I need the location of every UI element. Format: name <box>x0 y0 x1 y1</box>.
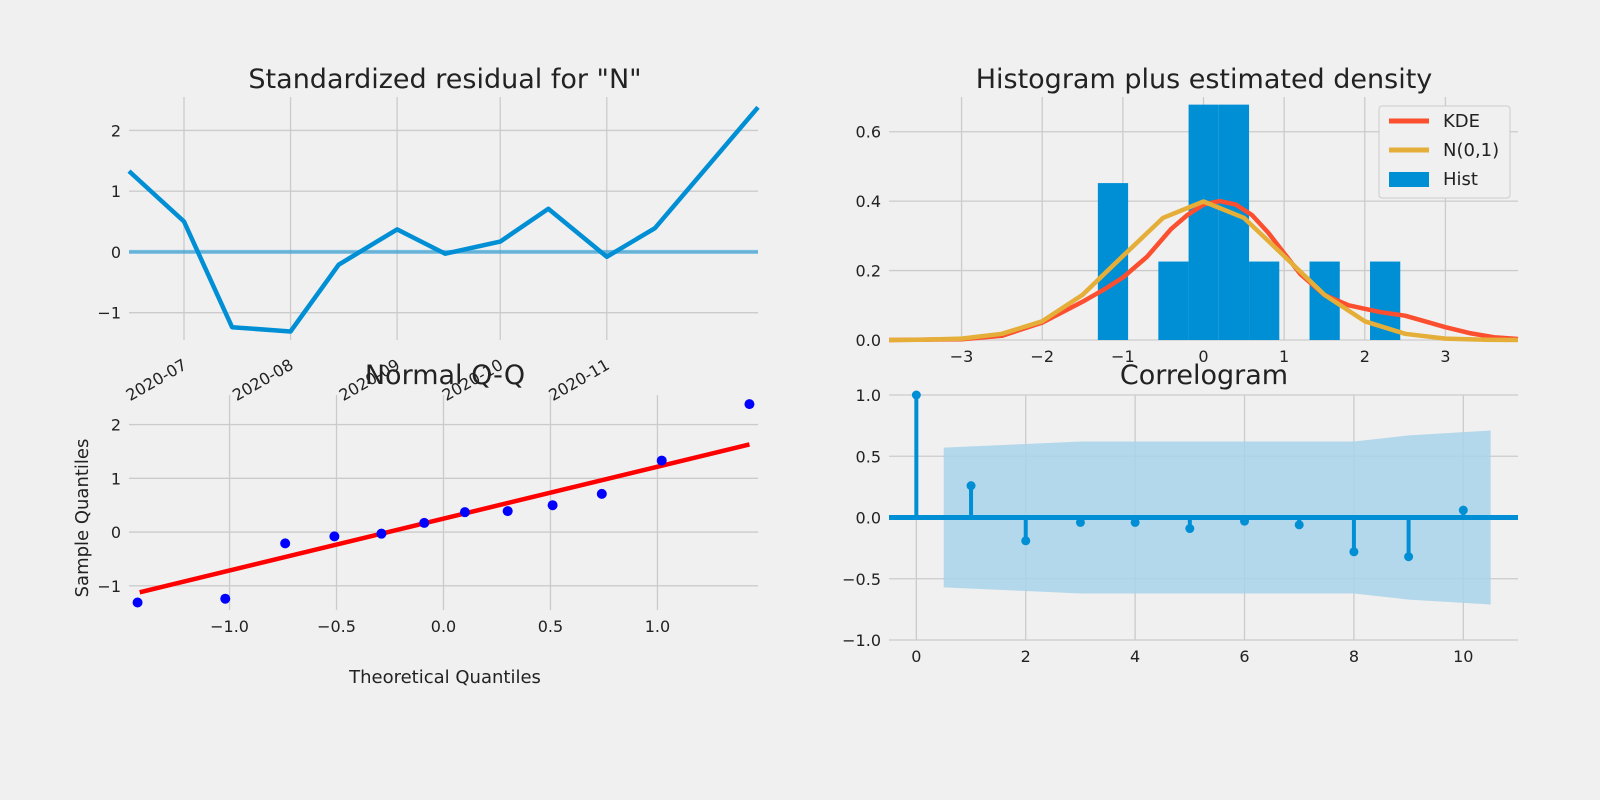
x-tick-label: 0.5 <box>538 617 563 636</box>
qq-point <box>220 593 231 604</box>
qq-point <box>547 500 558 511</box>
x-tick-label: 4 <box>1130 647 1140 666</box>
kde-density-line <box>888 198 1519 343</box>
qq-point <box>656 455 667 466</box>
acf-marker <box>911 390 921 400</box>
y-tick-label: 2 <box>111 121 121 140</box>
x-tick-label: 0 <box>1198 347 1208 366</box>
histogram-legend: KDE N(0,1) Hist <box>1378 105 1511 199</box>
x-tick-label: −1.0 <box>210 617 249 636</box>
histogram-bar <box>1188 104 1219 340</box>
y-tick-label: 0.5 <box>856 447 881 466</box>
y-tick-label: 0 <box>111 523 121 542</box>
x-tick-label: 0.0 <box>431 617 456 636</box>
acf-marker <box>1294 520 1304 530</box>
residual-chart-title: Standardized residual for "N" <box>248 64 641 95</box>
x-tick-label: 3 <box>1440 347 1450 366</box>
x-tick-label: 2 <box>1021 647 1031 666</box>
x-tick-label: 8 <box>1349 647 1359 666</box>
acf-marker <box>1021 536 1031 546</box>
x-tick-label: 0 <box>911 647 921 666</box>
x-tick-label: 1.0 <box>645 617 670 636</box>
histogram-bar <box>1218 104 1250 340</box>
qq-x-axis-label: Theoretical Quantiles <box>348 667 541 688</box>
x-tick-label: 2 <box>1360 347 1370 366</box>
acf-marker <box>1130 517 1140 527</box>
histogram-bar <box>1158 261 1189 340</box>
acf-marker <box>1240 516 1250 526</box>
x-tick-label: 6 <box>1239 647 1249 666</box>
correlogram-chart-title: Correlogram <box>1120 360 1288 391</box>
y-tick-label: 0.0 <box>856 509 881 528</box>
histogram-bar <box>1097 183 1129 340</box>
qq-point <box>376 528 387 539</box>
legend-normal-label: N(0,1) <box>1443 140 1499 161</box>
legend-kde-label: KDE <box>1443 111 1480 132</box>
y-tick-label: 0.0 <box>856 331 881 350</box>
qq-reference-line <box>139 442 750 595</box>
y-tick-label: 0.4 <box>856 192 881 211</box>
y-tick-label: −1.0 <box>842 631 881 650</box>
qq-point <box>596 488 607 499</box>
normal-qq-chart: −1.0 −0.5 0.0 0.5 1.0 −1 0 1 2 Normal Q-Q Theore… <box>72 360 758 688</box>
qq-y-axis-label: Sample Quantiles <box>72 439 93 598</box>
histogram-bar <box>1249 261 1280 340</box>
y-tick-label: −1 <box>97 577 121 596</box>
qq-point <box>459 507 470 518</box>
legend-hist-swatch <box>1389 172 1429 187</box>
y-tick-label: −1 <box>97 304 121 323</box>
x-tick-label: −1 <box>1111 347 1135 366</box>
y-tick-label: 2 <box>111 416 121 435</box>
correlogram-chart: 0 2 4 6 8 10 −1.0 −0.5 0.0 0.5 1.0 Correlogram <box>842 360 1518 666</box>
histogram-chart-title: Histogram plus estimated density <box>976 64 1433 95</box>
acf-marker <box>966 481 976 491</box>
x-tick-label: 10 <box>1453 647 1473 666</box>
y-tick-label: 0.6 <box>856 123 881 142</box>
x-tick-label: 1 <box>1279 347 1289 366</box>
legend-hist-label: Hist <box>1443 169 1478 190</box>
residual-series-line <box>127 105 760 334</box>
y-tick-label: 1 <box>111 469 121 488</box>
qq-chart-title: Normal Q-Q <box>365 360 525 391</box>
x-tick-label: −2 <box>1030 347 1054 366</box>
y-tick-label: 0.2 <box>856 262 881 281</box>
y-tick-label: −0.5 <box>842 570 881 589</box>
y-tick-label: 1 <box>111 182 121 201</box>
histogram-density-chart: −3 −2 −1 0 1 2 3 0.0 0.2 0.4 0.6 Histogram plus es… <box>856 64 1519 366</box>
qq-point <box>280 538 291 549</box>
normal-density-line <box>888 199 1519 343</box>
acf-marker <box>1404 552 1414 562</box>
qq-point <box>744 399 755 410</box>
y-tick-label: 0 <box>111 243 121 262</box>
acf-marker <box>1075 517 1085 527</box>
x-tick-label: −3 <box>950 347 974 366</box>
qq-point <box>502 506 513 517</box>
qq-point <box>329 531 340 542</box>
x-tick-label: −0.5 <box>317 617 356 636</box>
acf-marker <box>1458 505 1468 515</box>
acf-marker <box>1349 547 1359 557</box>
y-tick-label: 1.0 <box>856 386 881 405</box>
qq-point <box>132 597 143 608</box>
acf-marker <box>1185 524 1195 534</box>
qq-point <box>419 517 430 528</box>
